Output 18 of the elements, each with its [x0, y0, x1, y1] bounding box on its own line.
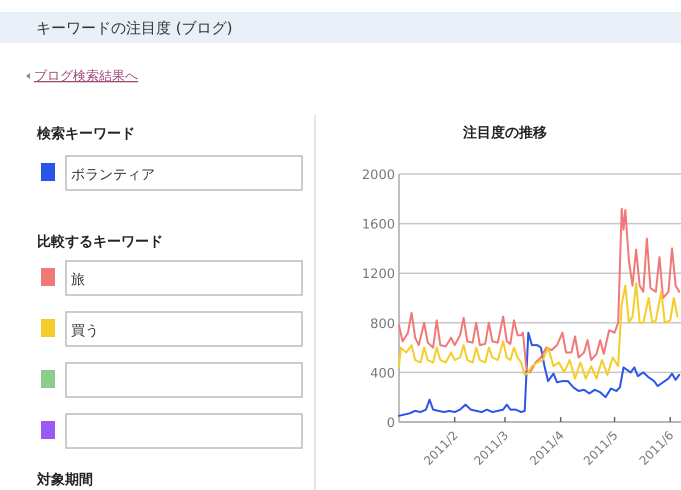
y-tick-label: 1600 — [362, 218, 395, 233]
text: ブログ検索結果へ — [34, 69, 138, 84]
y-tick-label: 400 — [370, 366, 395, 382]
legend-title: 検索キーワード — [36, 126, 135, 142]
chart-title: 注目度の推移 — [462, 124, 547, 141]
legend-label: ボランティア — [71, 167, 155, 183]
text: キーワードの注目度 (ブログ) — [36, 19, 232, 37]
text: 比較するキーワード — [37, 234, 163, 250]
y-tick-label: 0 — [386, 416, 395, 431]
y-tick-label: 2000 — [362, 168, 395, 183]
y-tick-label: 800 — [370, 316, 395, 332]
legend-label: 旅 — [71, 272, 85, 288]
line-series — [398, 332, 680, 417]
line-series — [398, 282, 678, 380]
line-series — [398, 208, 680, 374]
y-tick-label: 1200 — [362, 267, 395, 282]
legend-label: 買う — [71, 323, 99, 339]
text: 対象期間 — [36, 471, 93, 488]
